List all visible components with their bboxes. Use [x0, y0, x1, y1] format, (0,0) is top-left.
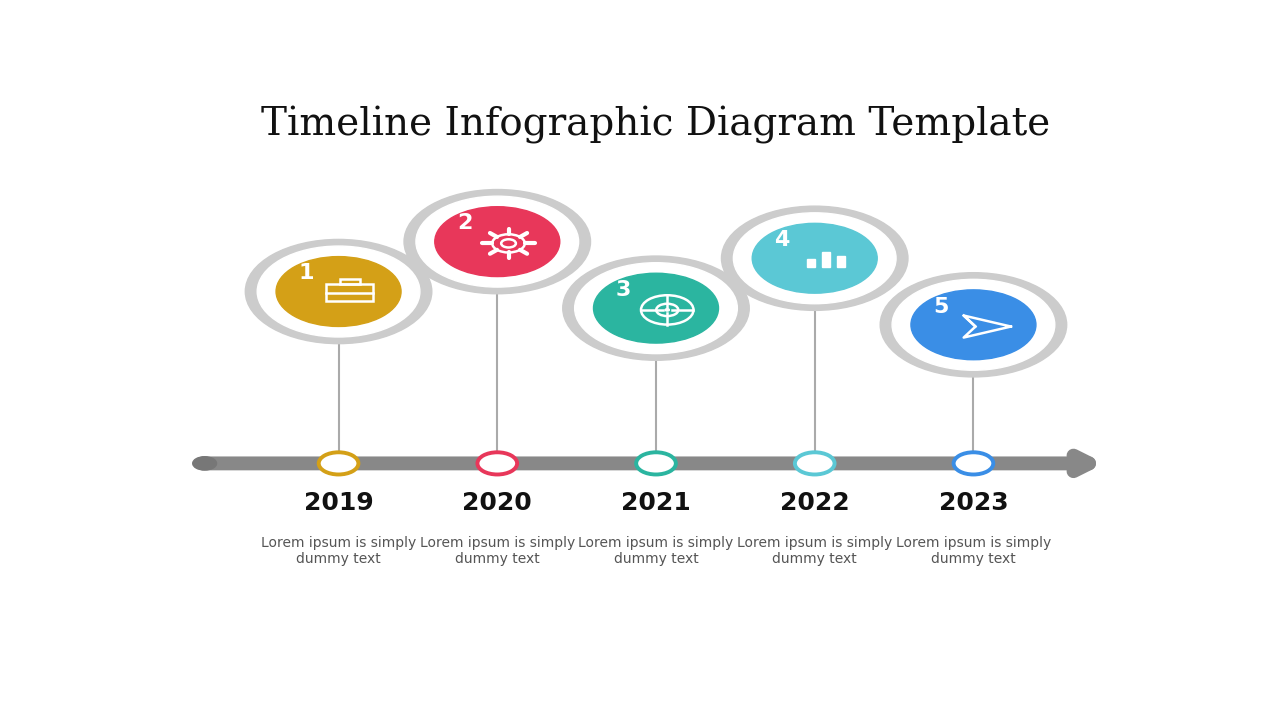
- Bar: [837, 256, 845, 267]
- Text: 1: 1: [298, 264, 314, 284]
- Text: Timeline Infographic Diagram Template: Timeline Infographic Diagram Template: [261, 107, 1051, 144]
- Circle shape: [404, 189, 590, 294]
- Text: Lorem ipsum is simply
dummy text: Lorem ipsum is simply dummy text: [896, 536, 1051, 566]
- Circle shape: [193, 456, 216, 470]
- Text: Lorem ipsum is simply
dummy text: Lorem ipsum is simply dummy text: [261, 536, 416, 566]
- Circle shape: [477, 452, 517, 474]
- Bar: [326, 284, 374, 302]
- Text: Lorem ipsum is simply
dummy text: Lorem ipsum is simply dummy text: [420, 536, 575, 566]
- Text: 2022: 2022: [780, 491, 850, 516]
- Circle shape: [319, 452, 358, 474]
- Text: 3: 3: [616, 280, 631, 300]
- Circle shape: [276, 256, 401, 326]
- Text: 2019: 2019: [303, 491, 374, 516]
- Circle shape: [892, 279, 1055, 370]
- Text: Lorem ipsum is simply
dummy text: Lorem ipsum is simply dummy text: [579, 536, 733, 566]
- Text: 2: 2: [457, 213, 472, 233]
- Text: 2020: 2020: [462, 491, 532, 516]
- Bar: [808, 258, 815, 267]
- Text: 2021: 2021: [621, 491, 691, 516]
- Circle shape: [733, 213, 896, 304]
- Circle shape: [257, 246, 420, 337]
- Circle shape: [246, 240, 431, 343]
- Circle shape: [575, 263, 737, 354]
- Circle shape: [881, 273, 1066, 377]
- Circle shape: [416, 196, 579, 287]
- Text: Lorem ipsum is simply
dummy text: Lorem ipsum is simply dummy text: [737, 536, 892, 566]
- Text: 5: 5: [933, 297, 948, 317]
- Circle shape: [563, 256, 749, 360]
- Text: 4: 4: [774, 230, 790, 250]
- Circle shape: [911, 290, 1036, 360]
- Circle shape: [954, 452, 993, 474]
- Circle shape: [636, 452, 676, 474]
- Bar: [339, 279, 360, 284]
- Bar: [822, 252, 829, 267]
- Circle shape: [666, 309, 669, 311]
- Circle shape: [435, 207, 559, 276]
- Text: 2023: 2023: [938, 491, 1009, 516]
- Circle shape: [753, 223, 877, 293]
- Circle shape: [594, 273, 718, 343]
- Circle shape: [795, 452, 835, 474]
- Circle shape: [722, 206, 908, 310]
